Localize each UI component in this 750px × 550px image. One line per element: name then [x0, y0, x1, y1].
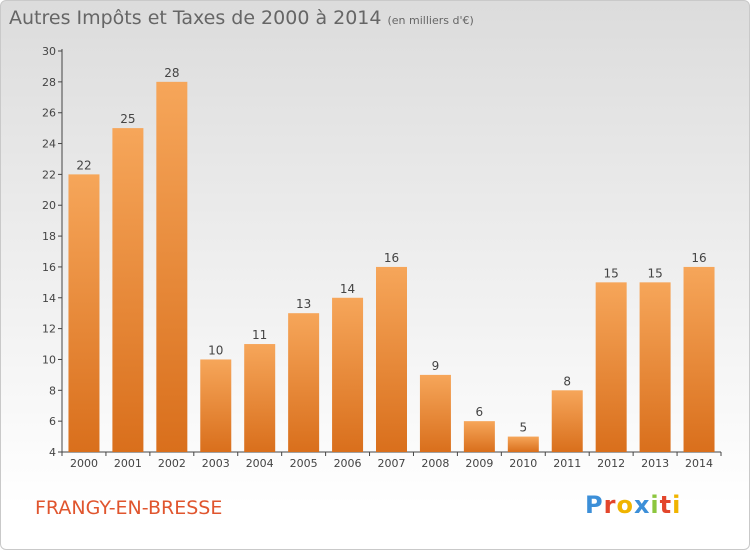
data-label: 5: [519, 421, 527, 435]
logo-letter: t: [659, 491, 673, 519]
x-tick-label: 2008: [421, 457, 449, 470]
x-tick-label: 2013: [641, 457, 669, 470]
data-label: 10: [208, 343, 223, 357]
bar: [463, 421, 495, 452]
bar: [332, 297, 364, 452]
y-tick-label: 4: [49, 446, 56, 459]
bar: [200, 359, 232, 452]
bar: [595, 282, 627, 452]
logo-letter: r: [603, 491, 617, 519]
y-tick-label: 20: [42, 199, 56, 212]
bar: [68, 174, 100, 452]
data-label: 8: [563, 374, 571, 388]
bar: [507, 436, 539, 452]
data-label: 28: [164, 66, 179, 80]
logo-letter: P: [585, 491, 604, 519]
chart-title-main: Autres Impôts et Taxes de 2000 à 2014: [9, 7, 382, 29]
x-tick-label: 2004: [246, 457, 274, 470]
x-tick-label: 2014: [685, 457, 713, 470]
x-tick-label: 2012: [597, 457, 625, 470]
logo-letter: x: [633, 491, 651, 519]
bar: [112, 128, 144, 452]
chart-title: Autres Impôts et Taxes de 2000 à 2014 (en…: [9, 7, 474, 29]
chart-title-unit: (en milliers d'€): [387, 14, 474, 27]
logo-letter: i: [672, 491, 682, 519]
y-tick-label: 10: [42, 353, 56, 366]
data-label: 13: [296, 297, 311, 311]
bar: [551, 390, 583, 452]
x-tick-label: 2011: [553, 457, 581, 470]
y-tick-label: 16: [42, 261, 56, 274]
logo-letter: o: [616, 491, 634, 519]
bar: [419, 374, 451, 452]
x-tick-label: 2009: [465, 457, 493, 470]
bar: [244, 344, 276, 452]
logo-letter: i: [650, 491, 660, 519]
place-name: FRANGY-EN-BRESSE: [35, 497, 223, 519]
y-tick-label: 8: [49, 384, 56, 397]
data-label: 11: [252, 328, 267, 342]
bar: [683, 266, 715, 452]
data-label: 15: [647, 266, 662, 280]
y-tick-label: 18: [42, 230, 56, 243]
x-tick-label: 2005: [290, 457, 318, 470]
y-tick-label: 12: [42, 323, 56, 336]
x-tick-label: 2001: [114, 457, 142, 470]
x-tick-label: 2010: [509, 457, 537, 470]
y-tick-label: 6: [49, 415, 56, 428]
y-tick-label: 22: [42, 168, 56, 181]
bar: [288, 313, 320, 452]
chart-bars: [68, 81, 715, 452]
data-label: 16: [691, 251, 706, 265]
bar: [639, 282, 671, 452]
proxiti-logo[interactable]: Proxiti: [585, 491, 681, 519]
bar: [376, 266, 407, 452]
data-label: 14: [340, 282, 355, 296]
data-label: 15: [604, 266, 619, 280]
data-label: 6: [476, 405, 484, 419]
x-tick-label: 2002: [158, 457, 186, 470]
data-label: 9: [432, 359, 440, 373]
x-tick-label: 2000: [70, 457, 98, 470]
y-tick-label: 26: [42, 107, 56, 120]
data-label: 22: [76, 158, 91, 172]
x-tick-label: 2006: [334, 457, 362, 470]
y-tick-label: 30: [42, 45, 56, 58]
y-tick-label: 28: [42, 76, 56, 89]
y-tick-label: 24: [42, 138, 56, 151]
data-label: 16: [384, 251, 399, 265]
y-tick-label: 14: [42, 292, 56, 305]
data-label: 25: [120, 112, 135, 126]
chart-data-labels: 22 25 28 10 11 13 14 16 9 6 5 8 15 15 16: [76, 66, 706, 435]
x-tick-label: 2007: [378, 457, 406, 470]
x-tick-label: 2003: [202, 457, 230, 470]
bar: [156, 81, 188, 452]
